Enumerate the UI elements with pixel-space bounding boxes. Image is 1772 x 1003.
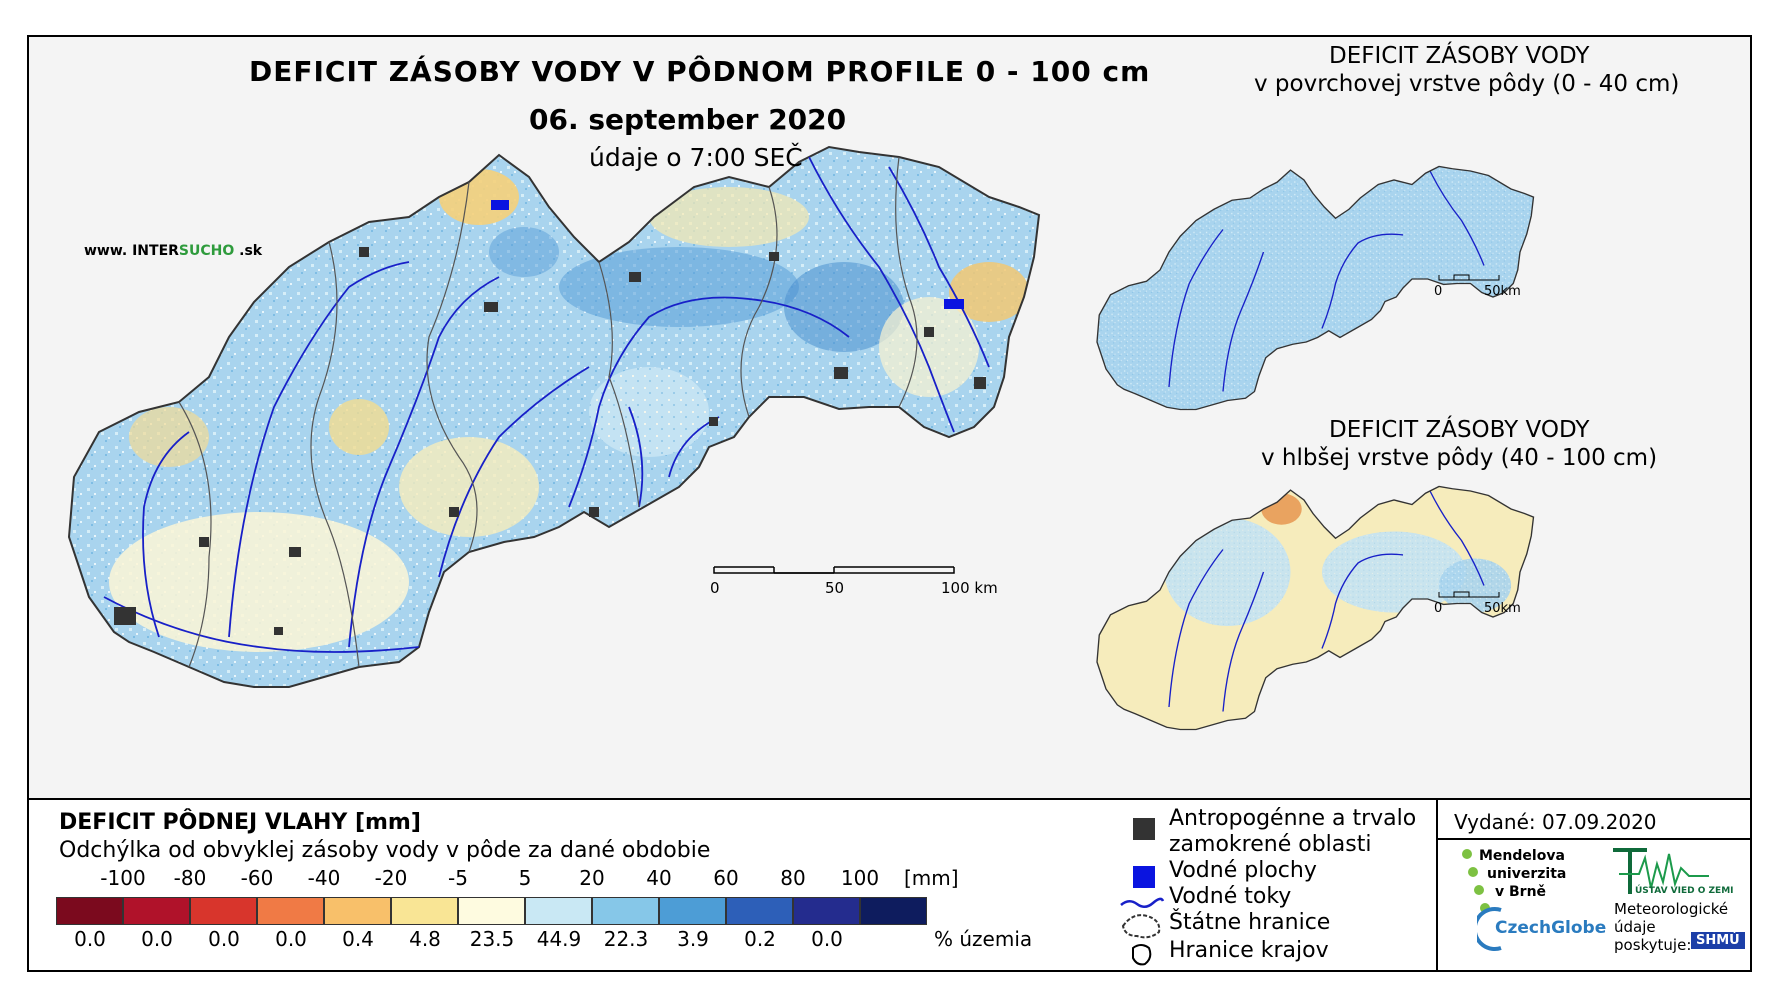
legend-percentage: 4.8 [409,927,441,951]
issued-date: Vydané: 07.09.2020 [1454,810,1657,834]
legend-unit: [mm] [904,866,959,890]
map-frame: 0 50 100 km 0 50km 0 50km DEFICIT ZÁSOBY… [27,35,1752,972]
map-date: 06. september 2020 [529,103,847,136]
legend-threshold: 5 [518,866,532,890]
legend-swatch [391,897,458,925]
czechglobe-mark [1477,907,1502,951]
border-symbol [1121,914,1161,939]
legend-threshold: -60 [240,866,274,890]
main-scale-50: 50 [825,579,844,597]
czechglobe-logo: CzechGlobe [1495,918,1607,938]
legend-swatch [190,897,257,925]
mendel-line-3: v Brně [1495,884,1547,900]
time-note: údaje o 7:00 SEČ [589,143,803,172]
watermark: www. INTERSUCHO .sk [84,243,262,259]
legend-threshold: -5 [448,866,468,890]
legend-threshold: -20 [374,866,408,890]
watermark-prefix: www. INTER [84,243,179,259]
legend-color-scale [56,897,927,925]
inset-top-scale-bar [1438,274,1500,281]
legend-threshold: 20 [579,866,605,890]
key-water: Vodné plochy [1169,858,1317,883]
issued-divider [1438,838,1750,840]
legend-threshold: 40 [646,866,672,890]
legend-threshold: -80 [173,866,207,890]
region-symbol [1132,944,1152,966]
ustav-logo [1613,848,1709,894]
legend-swatch [793,897,860,925]
legend-threshold: 100 [840,866,880,890]
main-scale-0: 0 [710,579,720,597]
legend-percentage: 0.0 [74,927,106,951]
mendel-logo-dots [1462,849,1490,913]
percent-label: % územia [934,927,1033,951]
legend-panel: DEFICIT PÔDNEJ VLAHY [mm] Odchýlka od ob… [29,800,1750,970]
legend-percentage: 0.0 [208,927,240,951]
legend-subtitle: Odchýlka od obvyklej zásoby vody v pôde … [59,838,711,863]
legend-percentage: 0.0 [141,927,173,951]
key-borders: Štátne hranice [1169,910,1331,935]
legend-swatch [56,897,123,925]
river-symbol [1120,897,1165,908]
inset-bottom-subtitle: v hlbšej vrstve pôdy (40 - 100 cm) [1261,445,1658,471]
inset-bottom-map [1096,485,1535,731]
watermark-suffix: .sk [234,243,263,259]
urban-symbol [1133,818,1155,840]
key-urban: Antropogénne a trvalo [1169,806,1417,831]
legend-threshold: -40 [307,866,341,890]
mendel-line-1: Mendelova [1479,848,1565,864]
legend-threshold: 60 [713,866,739,890]
meteo-line-1: Meteorologické [1614,900,1729,918]
legend-swatch [123,897,190,925]
legend-divider [1436,800,1438,970]
key-urban-2: zamokrené oblasti [1169,832,1372,857]
map-area: 0 50 100 km 0 50km 0 50km DEFICIT ZÁSOBY… [29,37,1750,800]
key-regions: Hranice krajov [1169,938,1329,963]
legend-percentage: 22.3 [603,927,649,951]
legend-percentage: 44.9 [536,927,582,951]
legend-swatch [726,897,793,925]
legend-percentage: 23.5 [469,927,515,951]
legend-swatch [860,897,927,925]
watermark-brand: SUCHO [178,243,235,259]
inset-top-scale-50: 50km [1484,284,1521,299]
map-title: DEFICIT ZÁSOBY VODY V PÔDNOM PROFILE 0 -… [249,55,1151,88]
main-map [68,146,1040,688]
legend-title: DEFICIT PÔDNEJ VLAHY [mm] [59,810,421,835]
legend-swatch [659,897,726,925]
key-symbols [1120,818,1165,966]
legend-percentage: 3.9 [677,927,709,951]
inset-bottom-title: DEFICIT ZÁSOBY VODY [1329,417,1590,443]
legend-swatch [257,897,324,925]
legend-percentage: 0.2 [744,927,776,951]
meteo-line-2: údaje [1614,918,1656,936]
inset-top-title: DEFICIT ZÁSOBY VODY [1329,43,1590,69]
shmu-logo: SHMÚ [1691,932,1745,949]
legend-swatch [592,897,659,925]
mendel-line-2: univerzita [1487,866,1567,882]
legend-swatch [458,897,525,925]
inset-top-scale-0: 0 [1434,284,1442,299]
inset-bottom-scale-0: 0 [1434,601,1442,616]
main-scale-100: 100 km [941,579,998,597]
legend-threshold: -100 [100,866,146,890]
meteo-line-3: poskytuje: [1614,936,1692,954]
inset-bottom-scale-50: 50km [1484,601,1521,616]
legend-threshold: 80 [780,866,806,890]
water-symbol [1133,866,1155,888]
legend-percentage: 0.0 [811,927,843,951]
key-rivers: Vodné toky [1169,884,1292,909]
map-canvas: 0 50 100 km 0 50km 0 50km [68,146,1535,731]
inset-top-map [1096,165,1535,411]
legend-swatch [525,897,592,925]
ustav-label: ÚSTAV VIED O ZEMI [1635,886,1734,896]
inset-top-subtitle: v povrchovej vrstve pôdy (0 - 40 cm) [1254,71,1680,97]
main-scale-bar [713,566,955,574]
legend-percentage: 0.4 [342,927,374,951]
inset-bottom-scale-bar [1438,591,1500,598]
legend-percentage: 0.0 [275,927,307,951]
legend-swatch [324,897,391,925]
